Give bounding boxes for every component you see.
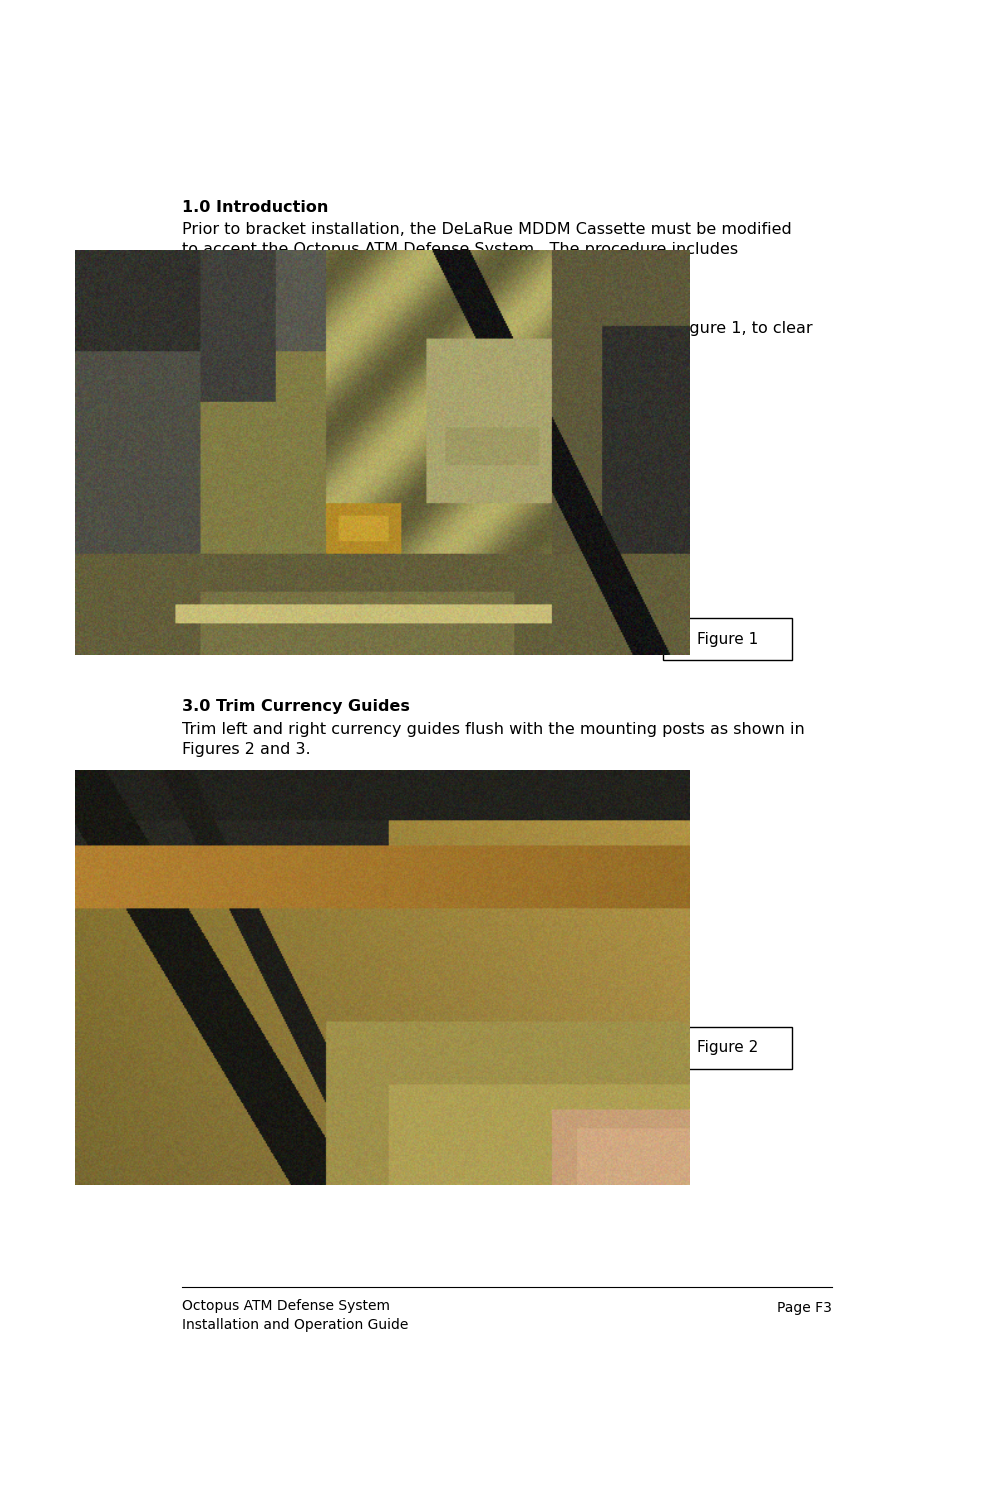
Text: Trim left and right currency guides flush with the mounting posts as shown in: Trim left and right currency guides flus… [182,722,804,737]
Text: trimming and cutting several existing cassette components.: trimming and cutting several existing ca… [182,261,667,276]
FancyBboxPatch shape [663,618,792,659]
Text: 2.0 Trim Currency Pressure Plate: 2.0 Trim Currency Pressure Plate [182,298,480,313]
Text: to accept the Octopus ATM Defense System.  The procedure includes: to accept the Octopus ATM Defense System… [182,242,738,257]
Text: Installation and Operation Guide: Installation and Operation Guide [182,1319,408,1332]
Text: Cut out a section of the currency pressure plate, as shown in Figure 1, to clear: Cut out a section of the currency pressu… [182,321,812,336]
Text: Figures 2 and 3.: Figures 2 and 3. [182,741,311,757]
Text: Figure 2: Figure 2 [697,1041,759,1056]
Text: Figure 1: Figure 1 [697,631,759,646]
Text: Octopus ATM Defense System: Octopus ATM Defense System [182,1298,390,1313]
Text: 1.0 Introduction: 1.0 Introduction [182,200,328,215]
Text: Page F3: Page F3 [777,1301,832,1316]
FancyBboxPatch shape [663,1028,792,1069]
Text: REMOVE: REMOVE [279,480,371,499]
Bar [418,460,499,551]
Text: Prior to bracket installation, the DeLaRue MDDM Cassette must be modified: Prior to bracket installation, the DeLaR… [182,223,791,238]
Text: 3.0 Trim Currency Guides: 3.0 Trim Currency Guides [182,699,409,714]
Text: the spray bar on the Octopus bracket.: the spray bar on the Octopus bracket. [182,340,489,356]
